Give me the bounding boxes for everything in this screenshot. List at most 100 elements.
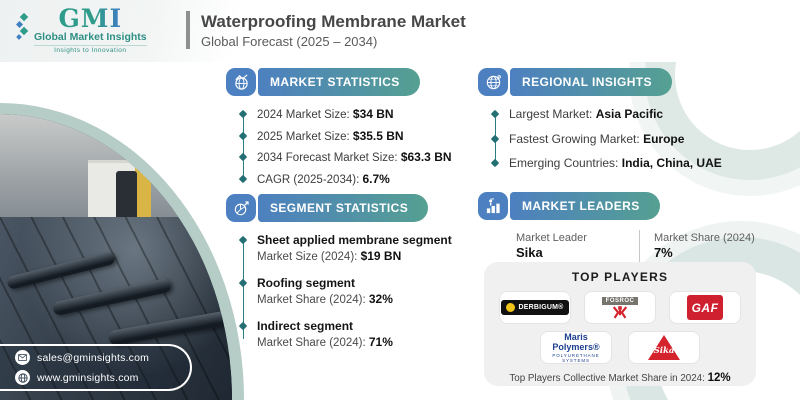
stat-label: 2034 Forecast Market Size: [257,152,398,164]
player-name: GAF [687,295,723,320]
list-item: Sheet applied membrane segment Market Si… [240,233,452,263]
contact-email-row[interactable]: sales@gminsights.com [15,350,190,365]
section-segment-statistics: SEGMENT STATISTICS Sheet applied membran… [226,194,452,362]
section-market-statistics: MARKET STATISTICS 2024 Market Size: $34 … [226,68,452,193]
contact-email: sales@gminsights.com [37,351,150,364]
stat-value: Asia Pacific [595,107,664,121]
top-players-panel: TOP PLAYERS DERBIGUM® FOSROC GAF Maris P… [484,262,756,386]
globe-chart-icon [226,68,256,96]
stat-value: 32% [368,292,393,306]
player-logo-derbigum: DERBIGUM® [499,291,571,324]
header: GMI Global Market Insights Insights to I… [0,0,800,62]
segment-name: Roofing segment [257,276,355,290]
section-market-leaders: MARKET LEADERS Market Leader Sika Market… [478,192,755,262]
globe-wireframe-icon [478,68,508,96]
stat-label: CAGR (2025-2034): [257,173,360,186]
stat-label: Largest Market: [509,107,593,121]
fosroc-figure-icon [612,305,628,318]
stat-value: Europe [643,131,685,146]
player-name: FOSROC [601,296,639,305]
top-players-row-1: DERBIGUM® FOSROC GAF [499,291,741,324]
player-logo-maris-polymers: Maris Polymers® POLYURETHANE SYSTEMS [540,331,612,364]
market-leaders-header: MARKET LEADERS [478,192,755,220]
leader-label: Market Leader [516,232,587,244]
top-players-row-2: Maris Polymers® POLYURETHANE SYSTEMS Sik… [499,331,741,364]
stat-label: Market Size (2024): [257,251,358,263]
section-regional-insights: REGIONAL INSIGHTS Largest Market: Asia P… [478,68,722,181]
market-leaders-content: Market Leader Sika Market Share (2024) 7… [516,230,755,262]
leader-value: Sika [516,245,543,260]
derbigum-dot-icon [506,303,516,312]
player-logo-fosroc: FOSROC [584,291,656,324]
segment-statistics-list: Sheet applied membrane segment Market Si… [240,233,452,349]
list-item: Emerging Countries: India, China, UAE [492,156,722,170]
gmi-tagline: Insights to Innovation [34,45,147,54]
regional-insights-list: Largest Market: Asia Pacific Fastest Gro… [492,107,722,170]
segment-statistics-header: SEGMENT STATISTICS [226,194,452,222]
player-name: Sika [653,346,675,356]
segment-name: Indirect segment [257,319,354,333]
stat-label: Fastest Growing Market: [509,131,640,146]
sika-triangle-icon: Sika [648,335,680,360]
stat-value: $34 BN [352,107,394,121]
stat-value: 6.7% [362,171,390,186]
stat-value: India, China, UAE [621,156,722,170]
email-icon [15,350,30,365]
globe-icon [15,370,30,385]
list-item: 2024 Market Size: $34 BN [240,107,452,121]
list-item: Roofing segment Market Share (2024): 32% [240,276,452,306]
gmi-logo-text: GMI Global Market Insights Insights to I… [34,6,147,54]
title-block: Waterproofing Membrane Market Global For… [186,11,466,49]
player-subtitle: POLYURETHANE SYSTEMS [552,353,600,363]
segment-name: Sheet applied membrane segment [257,233,452,247]
player-name: DERBIGUM® [518,304,564,311]
contact-website-row[interactable]: www.gminsights.com [15,370,190,385]
stat-label: 2024 Market Size: [257,109,350,121]
share-label: Market Share (2024) [653,232,755,244]
regional-insights-header: REGIONAL INSIGHTS [478,68,722,96]
stat-value: $63.3 BN [400,150,452,164]
player-logo-gaf: GAF [669,291,741,324]
stat-label: 2025 Market Size: [257,130,350,143]
market-statistics-list: 2024 Market Size: $34 BN 2025 Market Siz… [240,107,452,186]
section-title: REGIONAL INSIGHTS [510,68,672,96]
list-item: Indirect segment Market Share (2024): 71… [240,319,452,349]
stat-value: $19 BN [360,249,402,263]
gmi-brand: GMI [34,6,147,31]
market-leader-cell: Market Leader Sika [516,232,587,260]
photo-membrane-deck [0,216,232,400]
page-title: Waterproofing Membrane Market [201,12,466,31]
market-statistics-header: MARKET STATISTICS [226,68,452,96]
top-players-footer: Top Players Collective Market Share in 2… [484,372,756,384]
stat-label: Emerging Countries: [509,156,619,170]
player-name: Maris Polymers® [552,332,600,352]
top-players-title: TOP PLAYERS [571,270,669,284]
list-item: CAGR (2025-2034): 6.7% [240,172,452,186]
list-item: Fastest Growing Market: Europe [492,132,722,146]
footer-label: Top Players Collective Market Share in 2… [509,373,705,384]
player-logo-sika: Sika [628,331,700,364]
footer-value: 12% [707,372,731,384]
section-title: MARKET LEADERS [510,192,660,220]
stat-label: Market Share (2024): [257,337,366,349]
stat-value: $35.5 BN [352,128,404,143]
market-share-cell: Market Share (2024) 7% [654,232,755,260]
list-item: 2025 Market Size: $35.5 BN [240,129,452,143]
section-title: MARKET STATISTICS [258,68,420,96]
gmi-company-name: Global Market Insights [34,31,147,43]
section-title: SEGMENT STATISTICS [258,194,429,222]
leader-bars-icon [478,192,508,220]
vertical-divider [638,230,640,262]
title-divider-bar [186,11,190,49]
page-subtitle: Global Forecast (2025 – 2034) [201,34,378,49]
list-item: 2034 Forecast Market Size: $63.3 BN [240,150,452,164]
pie-chart-magnifier-icon [226,194,256,222]
contact-website: www.gminsights.com [37,371,139,384]
share-value: 7% [653,245,673,260]
gmi-logo: GMI Global Market Insights Insights to I… [15,6,147,54]
stat-label: Market Share (2024): [257,294,366,306]
gmi-diamond-icon [15,12,30,48]
list-item: Largest Market: Asia Pacific [492,107,722,121]
stat-value: 71% [368,335,393,349]
